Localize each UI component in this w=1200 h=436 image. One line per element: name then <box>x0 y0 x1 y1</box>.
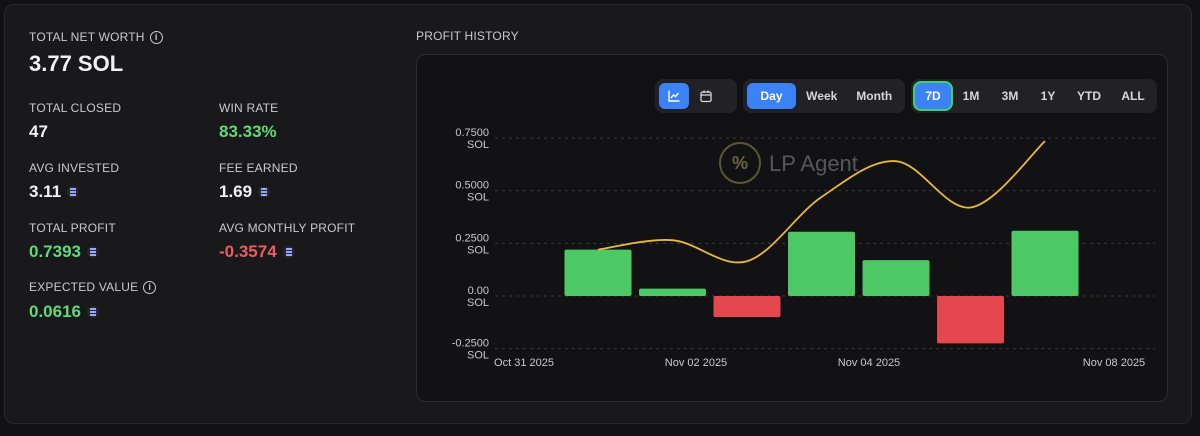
watermark-text: LP Agent <box>769 151 858 176</box>
fee-earned-label: FEE EARNED <box>219 161 298 175</box>
range-ytd[interactable]: YTD <box>1077 89 1101 103</box>
calendar-icon[interactable] <box>691 83 721 109</box>
fee-earned-amount: 1.69 <box>219 182 253 201</box>
sol-icon <box>258 186 271 198</box>
info-icon[interactable]: i <box>143 280 157 294</box>
bar-nov-01[interactable] <box>564 249 632 296</box>
total-profit-value: 0.7393 <box>29 242 99 262</box>
win-rate-label: WIN RATE <box>219 101 279 115</box>
win-rate-value: 83.33% <box>219 122 277 141</box>
granularity-selector: Day Week Month <box>743 79 905 113</box>
y-tick-unit: SOL <box>467 244 489 256</box>
line-chart-icon[interactable] <box>659 83 689 109</box>
avg-monthly-profit-label: AVG MONTHLY PROFIT <box>219 221 356 235</box>
total-profit-amount: 0.7393 <box>29 242 81 261</box>
sol-icon <box>282 246 295 258</box>
info-icon[interactable]: i <box>149 30 163 44</box>
x-tick-label: Oct 31 2025 <box>494 357 554 369</box>
cumulative-profit-line <box>597 140 1046 264</box>
y-tick-label: -0.2500 <box>452 338 489 350</box>
expected-value-label: EXPECTED VALUE i <box>29 280 157 294</box>
avg-invested-value: 3.11 <box>29 182 80 202</box>
total-closed-value: 47 <box>29 122 48 141</box>
bar-nov-06[interactable] <box>937 296 1004 344</box>
y-tick-label: 0.5000 <box>455 180 489 192</box>
granularity-week[interactable]: Week <box>806 89 838 103</box>
y-tick-label: 0.7500 <box>455 127 489 139</box>
bar-nov-03[interactable] <box>713 296 781 318</box>
y-tick-unit: SOL <box>467 139 489 151</box>
range-1y[interactable]: 1Y <box>1040 89 1056 103</box>
bar-nov-02[interactable] <box>639 288 706 296</box>
bar-nov-04[interactable] <box>788 231 855 296</box>
range-3m[interactable]: 3M <box>1001 89 1019 103</box>
net-worth-label: TOTAL NET WORTH i <box>29 30 163 44</box>
net-worth-value: 3.77 SOL <box>29 51 124 76</box>
bar-nov-07[interactable] <box>1011 230 1079 296</box>
bar-nov-05[interactable] <box>862 260 930 296</box>
x-tick-label: Nov 04 2025 <box>838 357 900 369</box>
total-profit-label: TOTAL PROFIT <box>29 221 116 235</box>
granularity-day[interactable]: Day <box>747 83 796 109</box>
percent-logo-icon: % <box>732 153 748 173</box>
y-tick-unit: SOL <box>467 350 489 362</box>
granularity-month[interactable]: Month <box>856 89 893 103</box>
avg-invested-amount: 3.11 <box>29 182 62 201</box>
profit-history-panel: Day Week Month 7D 1M 3M 1Y YTD ALL % LP … <box>416 54 1168 402</box>
x-tick-label: Nov 02 2025 <box>665 357 727 369</box>
lp-agent-watermark: % LP Agent <box>719 142 858 184</box>
range-7d[interactable]: 7D <box>915 83 951 109</box>
net-worth-label-text: TOTAL NET WORTH <box>29 30 145 44</box>
avg-invested-label: AVG INVESTED <box>29 161 120 175</box>
y-tick-unit: SOL <box>467 297 489 309</box>
expected-value-amount: 0.0616 <box>29 302 81 321</box>
sol-icon <box>67 186 80 198</box>
total-closed-label: TOTAL CLOSED <box>29 101 122 115</box>
avg-monthly-profit-amount: -0.3574 <box>219 242 277 261</box>
range-1m[interactable]: 1M <box>962 89 980 103</box>
expected-value-value: 0.0616 <box>29 302 99 322</box>
fee-earned-value: 1.69 <box>219 182 271 202</box>
x-tick-label: Nov 08 2025 <box>1083 357 1145 369</box>
range-all[interactable]: ALL <box>1121 89 1145 103</box>
y-tick-unit: SOL <box>467 192 489 204</box>
sol-icon <box>87 246 99 258</box>
sol-icon <box>87 306 99 318</box>
view-toggle <box>655 79 737 113</box>
expected-value-label-text: EXPECTED VALUE <box>29 280 139 294</box>
y-tick-label: 0.00 <box>468 285 489 297</box>
y-tick-label: 0.2500 <box>455 232 489 244</box>
profit-history-chart: % LP Agent 0.7500SOL0.5000SOL0.2500SOL0.… <box>452 127 1155 369</box>
profit-history-title: PROFIT HISTORY <box>416 29 519 43</box>
avg-monthly-profit-value: -0.3574 <box>219 242 295 262</box>
range-selector: 7D 1M 3M 1Y YTD ALL <box>911 79 1157 113</box>
